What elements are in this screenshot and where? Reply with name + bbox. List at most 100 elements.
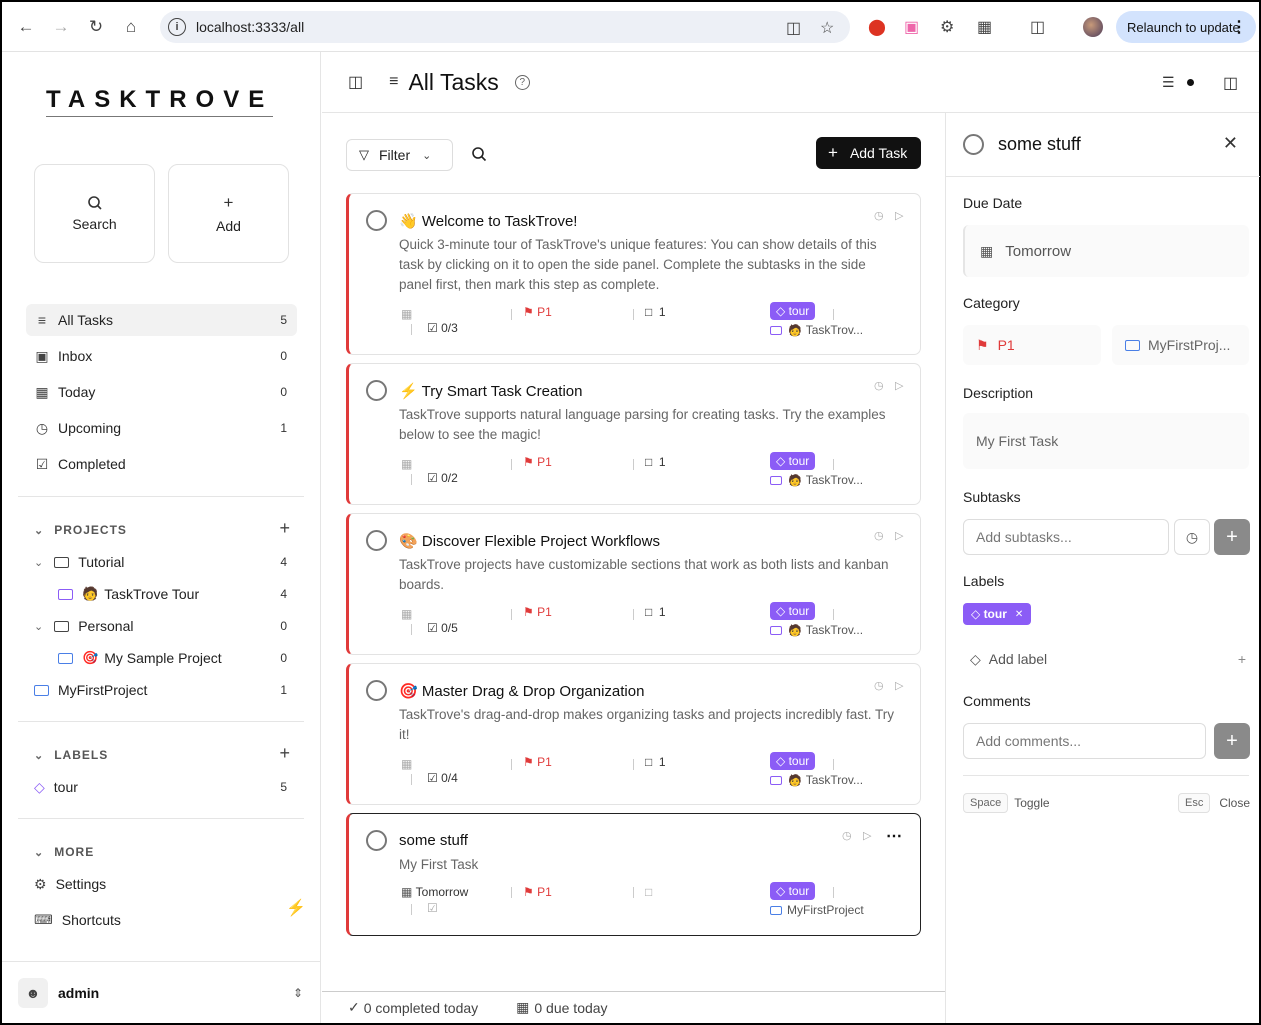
clock-icon[interactable]: ◷ bbox=[842, 830, 852, 842]
comments-count[interactable]: □ 1 bbox=[645, 455, 666, 469]
label-chip[interactable]: ◇ tour ✕ bbox=[963, 603, 1032, 625]
url-text[interactable]: localhost:3333/all bbox=[196, 19, 305, 35]
priority-badge[interactable]: ⚑ P1 bbox=[523, 305, 552, 319]
add-subtask-button[interactable]: + bbox=[1214, 519, 1250, 555]
calendar-icon[interactable]: ▦ bbox=[401, 757, 413, 771]
projects-section-toggle[interactable]: ⌄ PROJECTS bbox=[34, 523, 127, 537]
settings-link[interactable]: ⚙ Settings bbox=[34, 871, 290, 897]
help-icon[interactable]: ? bbox=[514, 74, 530, 90]
clock-icon[interactable]: ◷ bbox=[874, 530, 884, 542]
tab-search-icon[interactable]: ◫ bbox=[1030, 19, 1046, 36]
nav-all-tasks[interactable]: ≡ All Tasks 5 bbox=[26, 304, 297, 336]
play-icon[interactable]: ▷ bbox=[895, 210, 904, 222]
nav-today[interactable]: ▦ Today 0 bbox=[26, 376, 297, 408]
priority-badge[interactable]: ⚑ P1 bbox=[523, 605, 552, 619]
comments-count[interactable]: □ 1 bbox=[645, 605, 666, 619]
play-icon[interactable]: ▷ bbox=[895, 380, 904, 392]
project-group-tutorial[interactable]: ⌄ Tutorial 4 bbox=[34, 549, 290, 575]
project-select[interactable]: MyFirstProj... bbox=[1112, 325, 1249, 365]
back-icon[interactable]: ← bbox=[17, 16, 35, 36]
forward-icon[interactable]: → bbox=[52, 16, 70, 36]
close-icon[interactable]: ✕ bbox=[1222, 133, 1238, 153]
clock-icon[interactable]: ◷ bbox=[874, 380, 884, 392]
extension-color-icon[interactable]: ▣ bbox=[904, 19, 920, 36]
due-date-picker[interactable]: ▦ Tomorrow bbox=[963, 225, 1249, 277]
address-bar[interactable]: i localhost:3333/all ◫ ☆ bbox=[160, 11, 850, 43]
task-card[interactable]: ⚡ Try Smart Task Creation TaskTrove supp… bbox=[346, 363, 921, 505]
shortcuts-link[interactable]: ⌨ Shortcuts bbox=[34, 907, 290, 933]
bookmark-star-icon[interactable]: ☆ bbox=[820, 20, 835, 37]
task-card[interactable]: 👋 Welcome to TaskTrove! Quick 3-minute t… bbox=[346, 193, 921, 355]
clock-icon[interactable]: ◷ bbox=[874, 210, 884, 222]
subtask-progress[interactable]: ☑ 0/2 bbox=[427, 471, 458, 485]
calendar-icon[interactable]: ▦ bbox=[401, 307, 413, 321]
search-button[interactable]: Search bbox=[34, 164, 155, 263]
due-date[interactable]: ▦ Tomorrow bbox=[401, 885, 468, 899]
profile-avatar[interactable] bbox=[1083, 17, 1103, 37]
label-chip[interactable]: ◇ tour bbox=[770, 882, 816, 900]
remove-label-icon[interactable]: ✕ bbox=[1014, 608, 1024, 620]
filter-button[interactable]: ▽ Filter ⌄ bbox=[346, 139, 453, 171]
subtask-progress[interactable]: ☑ 0/5 bbox=[427, 621, 458, 635]
subtask-progress[interactable]: ☑ 0/4 bbox=[427, 771, 458, 785]
comment-icon[interactable]: □ bbox=[645, 885, 653, 899]
complete-checkbox[interactable] bbox=[366, 380, 387, 401]
comment-input[interactable]: Add comments... bbox=[963, 723, 1206, 759]
checkbox-icon[interactable]: ☑ bbox=[427, 901, 438, 915]
monitor-icon[interactable]: ◫ bbox=[1223, 75, 1239, 92]
task-card[interactable]: 🎨 Discover Flexible Project Workflows Ta… bbox=[346, 513, 921, 655]
clock-icon[interactable]: ◷ bbox=[874, 680, 884, 692]
description-field[interactable]: My First Task bbox=[963, 413, 1249, 469]
extension-shield-icon[interactable]: ⬤ bbox=[868, 19, 886, 36]
subtask-input[interactable]: Add subtasks... bbox=[963, 519, 1169, 555]
complete-checkbox[interactable] bbox=[963, 134, 984, 155]
site-info-icon[interactable]: i bbox=[168, 18, 186, 36]
complete-checkbox[interactable] bbox=[366, 680, 387, 701]
history-icon[interactable]: ◷ bbox=[1174, 519, 1210, 555]
priority-badge[interactable]: ⚑ P1 bbox=[523, 755, 552, 769]
project-link[interactable]: 🧑 TaskTrov... bbox=[770, 473, 863, 487]
add-label-icon[interactable]: + bbox=[279, 743, 290, 763]
complete-checkbox[interactable] bbox=[366, 530, 387, 551]
task-card-selected[interactable]: some stuff My First Task ◷ ▷ ⋯ ▦ Tomorro… bbox=[346, 813, 921, 936]
task-card[interactable]: 🎯 Master Drag & Drop Organization TaskTr… bbox=[346, 663, 921, 805]
reload-icon[interactable]: ↻ bbox=[88, 16, 104, 36]
panel-task-title[interactable]: some stuff bbox=[998, 134, 1081, 154]
label-chip[interactable]: ◇ tour bbox=[770, 302, 816, 320]
label-chip[interactable]: ◇ tour bbox=[770, 752, 816, 770]
nav-inbox[interactable]: ▣ Inbox 0 bbox=[26, 340, 297, 372]
add-label-button[interactable]: ◇ Add label + bbox=[970, 649, 1246, 669]
install-app-icon[interactable]: ◫ bbox=[786, 20, 802, 37]
add-comment-button[interactable]: + bbox=[1214, 723, 1250, 759]
project-my-sample-project[interactable]: 🎯 My Sample Project 0 bbox=[58, 645, 290, 671]
add-task-button[interactable]: + Add Task bbox=[816, 137, 921, 169]
project-myfirstproject[interactable]: MyFirstProject 1 bbox=[34, 677, 290, 703]
browser-menu-icon[interactable]: ⋮ bbox=[1231, 19, 1247, 36]
add-button[interactable]: + Add bbox=[168, 164, 289, 263]
complete-checkbox[interactable] bbox=[366, 210, 387, 231]
nav-completed[interactable]: ☑ Completed bbox=[26, 448, 297, 480]
user-menu[interactable]: ☻ admin ⇕ bbox=[2, 961, 321, 1023]
search-icon[interactable] bbox=[471, 146, 487, 162]
play-icon[interactable]: ▷ bbox=[895, 530, 904, 542]
subtask-progress[interactable]: ☑ 0/3 bbox=[427, 321, 458, 335]
more-section-toggle[interactable]: ⌄ MORE bbox=[34, 845, 94, 859]
project-tasktrove-tour[interactable]: 🧑 TaskTrove Tour 4 bbox=[58, 581, 290, 607]
label-tour[interactable]: ◇ tour 5 bbox=[34, 774, 290, 800]
relaunch-button[interactable]: Relaunch to update ⋮ bbox=[1116, 11, 1256, 43]
home-icon[interactable]: ⌂ bbox=[125, 16, 137, 36]
label-chip[interactable]: ◇ tour bbox=[770, 602, 816, 620]
add-project-icon[interactable]: + bbox=[279, 518, 290, 538]
project-link[interactable]: 🧑 TaskTrov... bbox=[770, 623, 863, 637]
comments-count[interactable]: □ 1 bbox=[645, 305, 666, 319]
priority-select[interactable]: ⚑ P1 bbox=[963, 325, 1101, 365]
project-group-personal[interactable]: ⌄ Personal 0 bbox=[34, 613, 290, 639]
settings-sliders-icon[interactable]: ☰ bbox=[1162, 74, 1175, 90]
more-options-icon[interactable]: ⋯ bbox=[886, 828, 902, 845]
project-link[interactable]: MyFirstProject bbox=[770, 903, 864, 917]
lightning-icon[interactable]: ⚡ bbox=[286, 900, 306, 917]
play-icon[interactable]: ▷ bbox=[863, 830, 872, 842]
project-link[interactable]: 🧑 TaskTrov... bbox=[770, 323, 863, 337]
extensions-puzzle-icon[interactable]: ▦ bbox=[977, 19, 993, 36]
priority-badge[interactable]: ⚑ P1 bbox=[523, 885, 552, 899]
